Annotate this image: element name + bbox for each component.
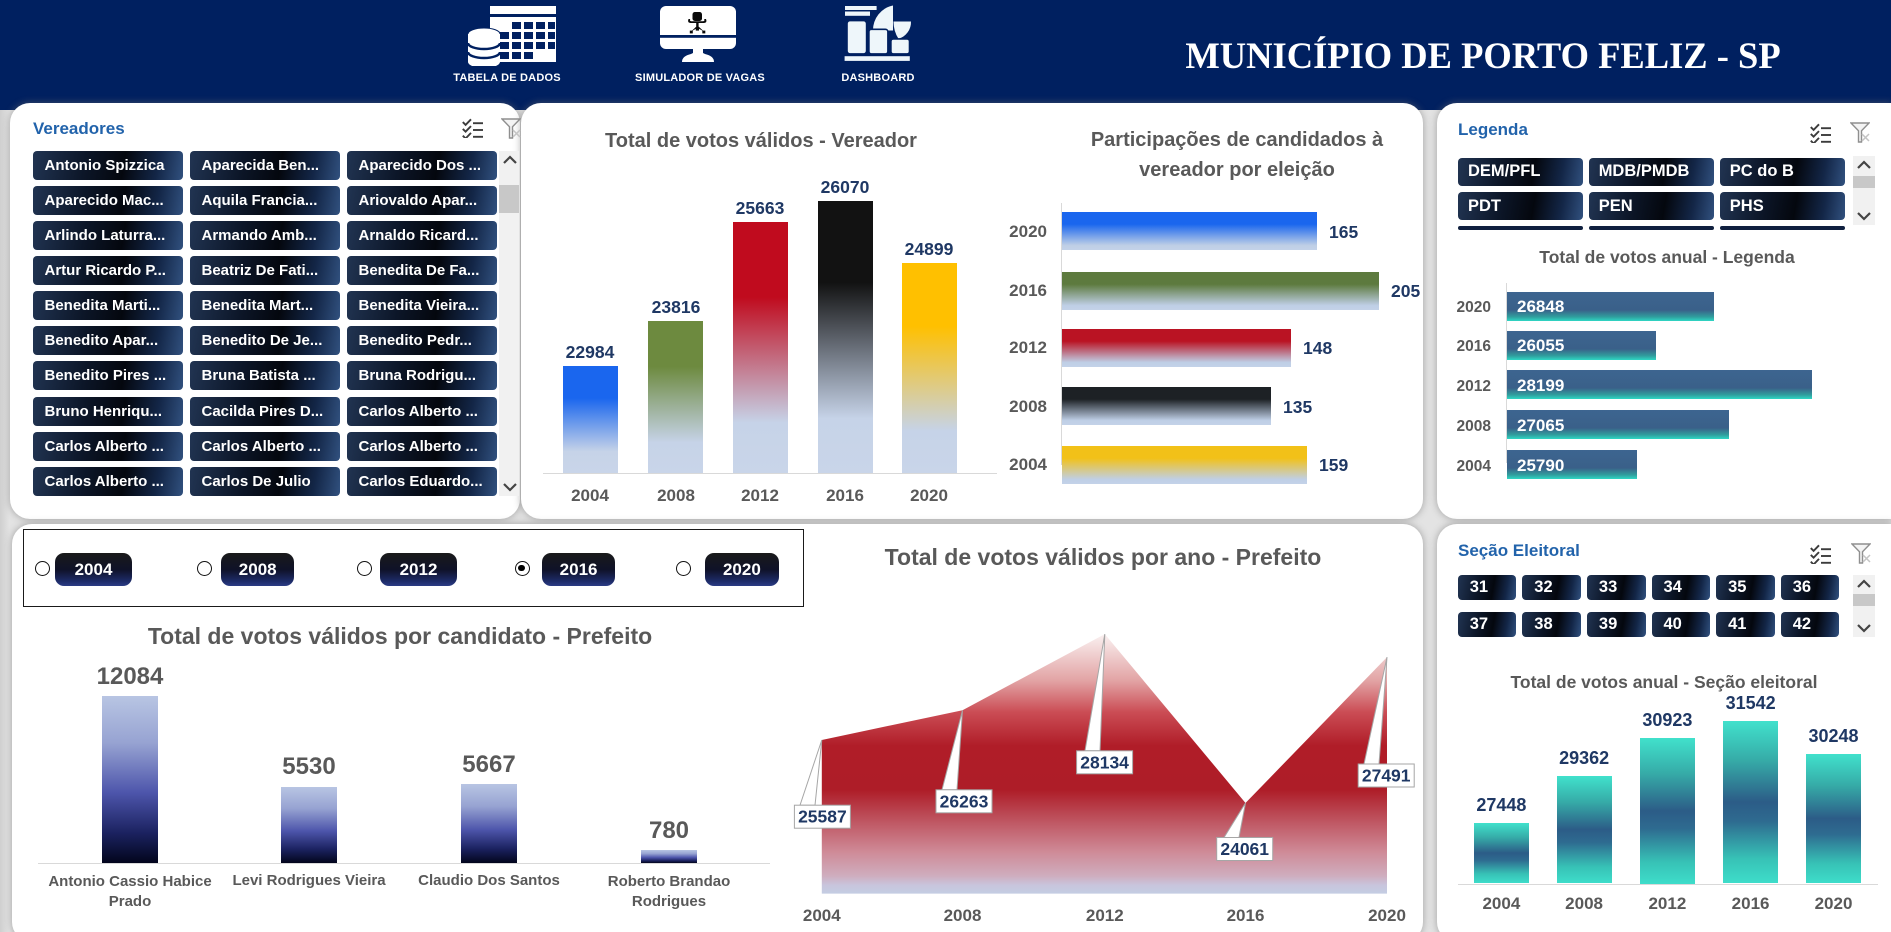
svg-text:27491: 27491 <box>1362 766 1411 786</box>
svg-text:26263: 26263 <box>940 791 989 811</box>
svg-text:24061: 24061 <box>1220 839 1269 859</box>
svg-text:28134: 28134 <box>1080 752 1129 772</box>
svg-text:25587: 25587 <box>798 807 847 827</box>
